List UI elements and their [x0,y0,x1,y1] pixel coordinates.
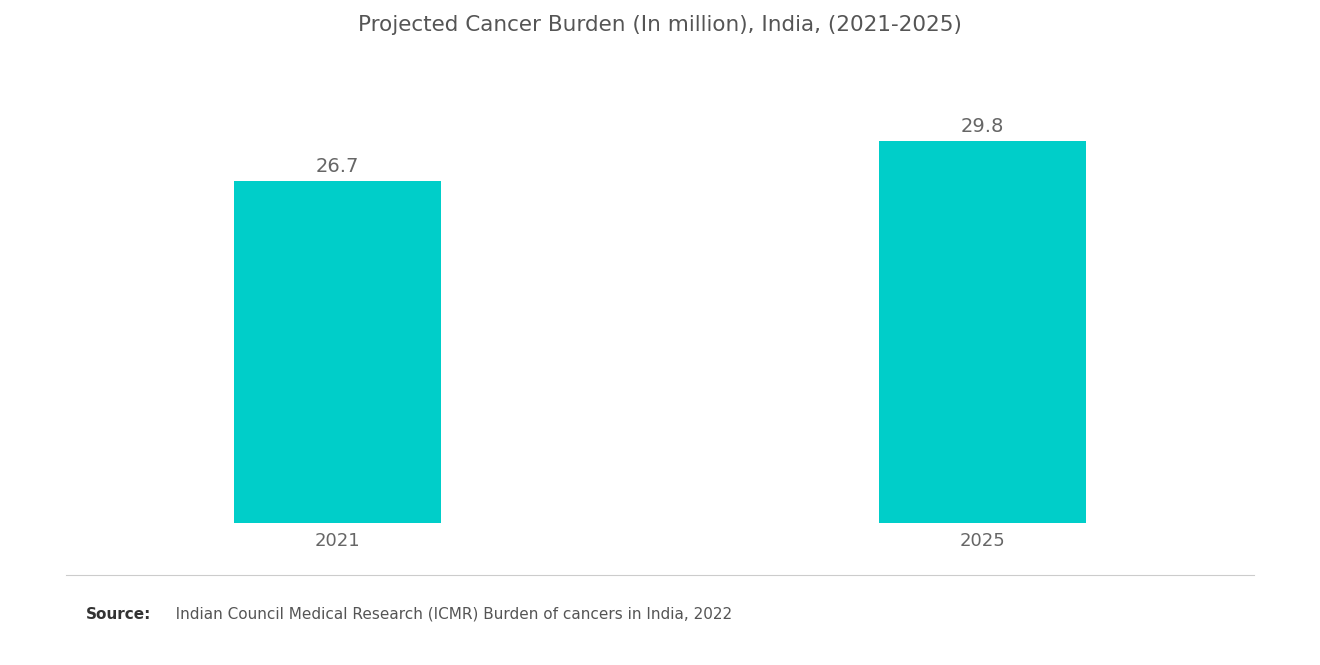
Bar [879,141,1085,523]
Title: Projected Cancer Burden (In million), India, (2021-2025): Projected Cancer Burden (In million), In… [358,15,962,35]
Text: 26.7: 26.7 [315,156,359,176]
Text: Source:: Source: [86,606,152,622]
Bar [234,181,441,523]
Text: Indian Council Medical Research (ICMR) Burden of cancers in India, 2022: Indian Council Medical Research (ICMR) B… [161,606,733,622]
Text: 29.8: 29.8 [961,117,1005,136]
